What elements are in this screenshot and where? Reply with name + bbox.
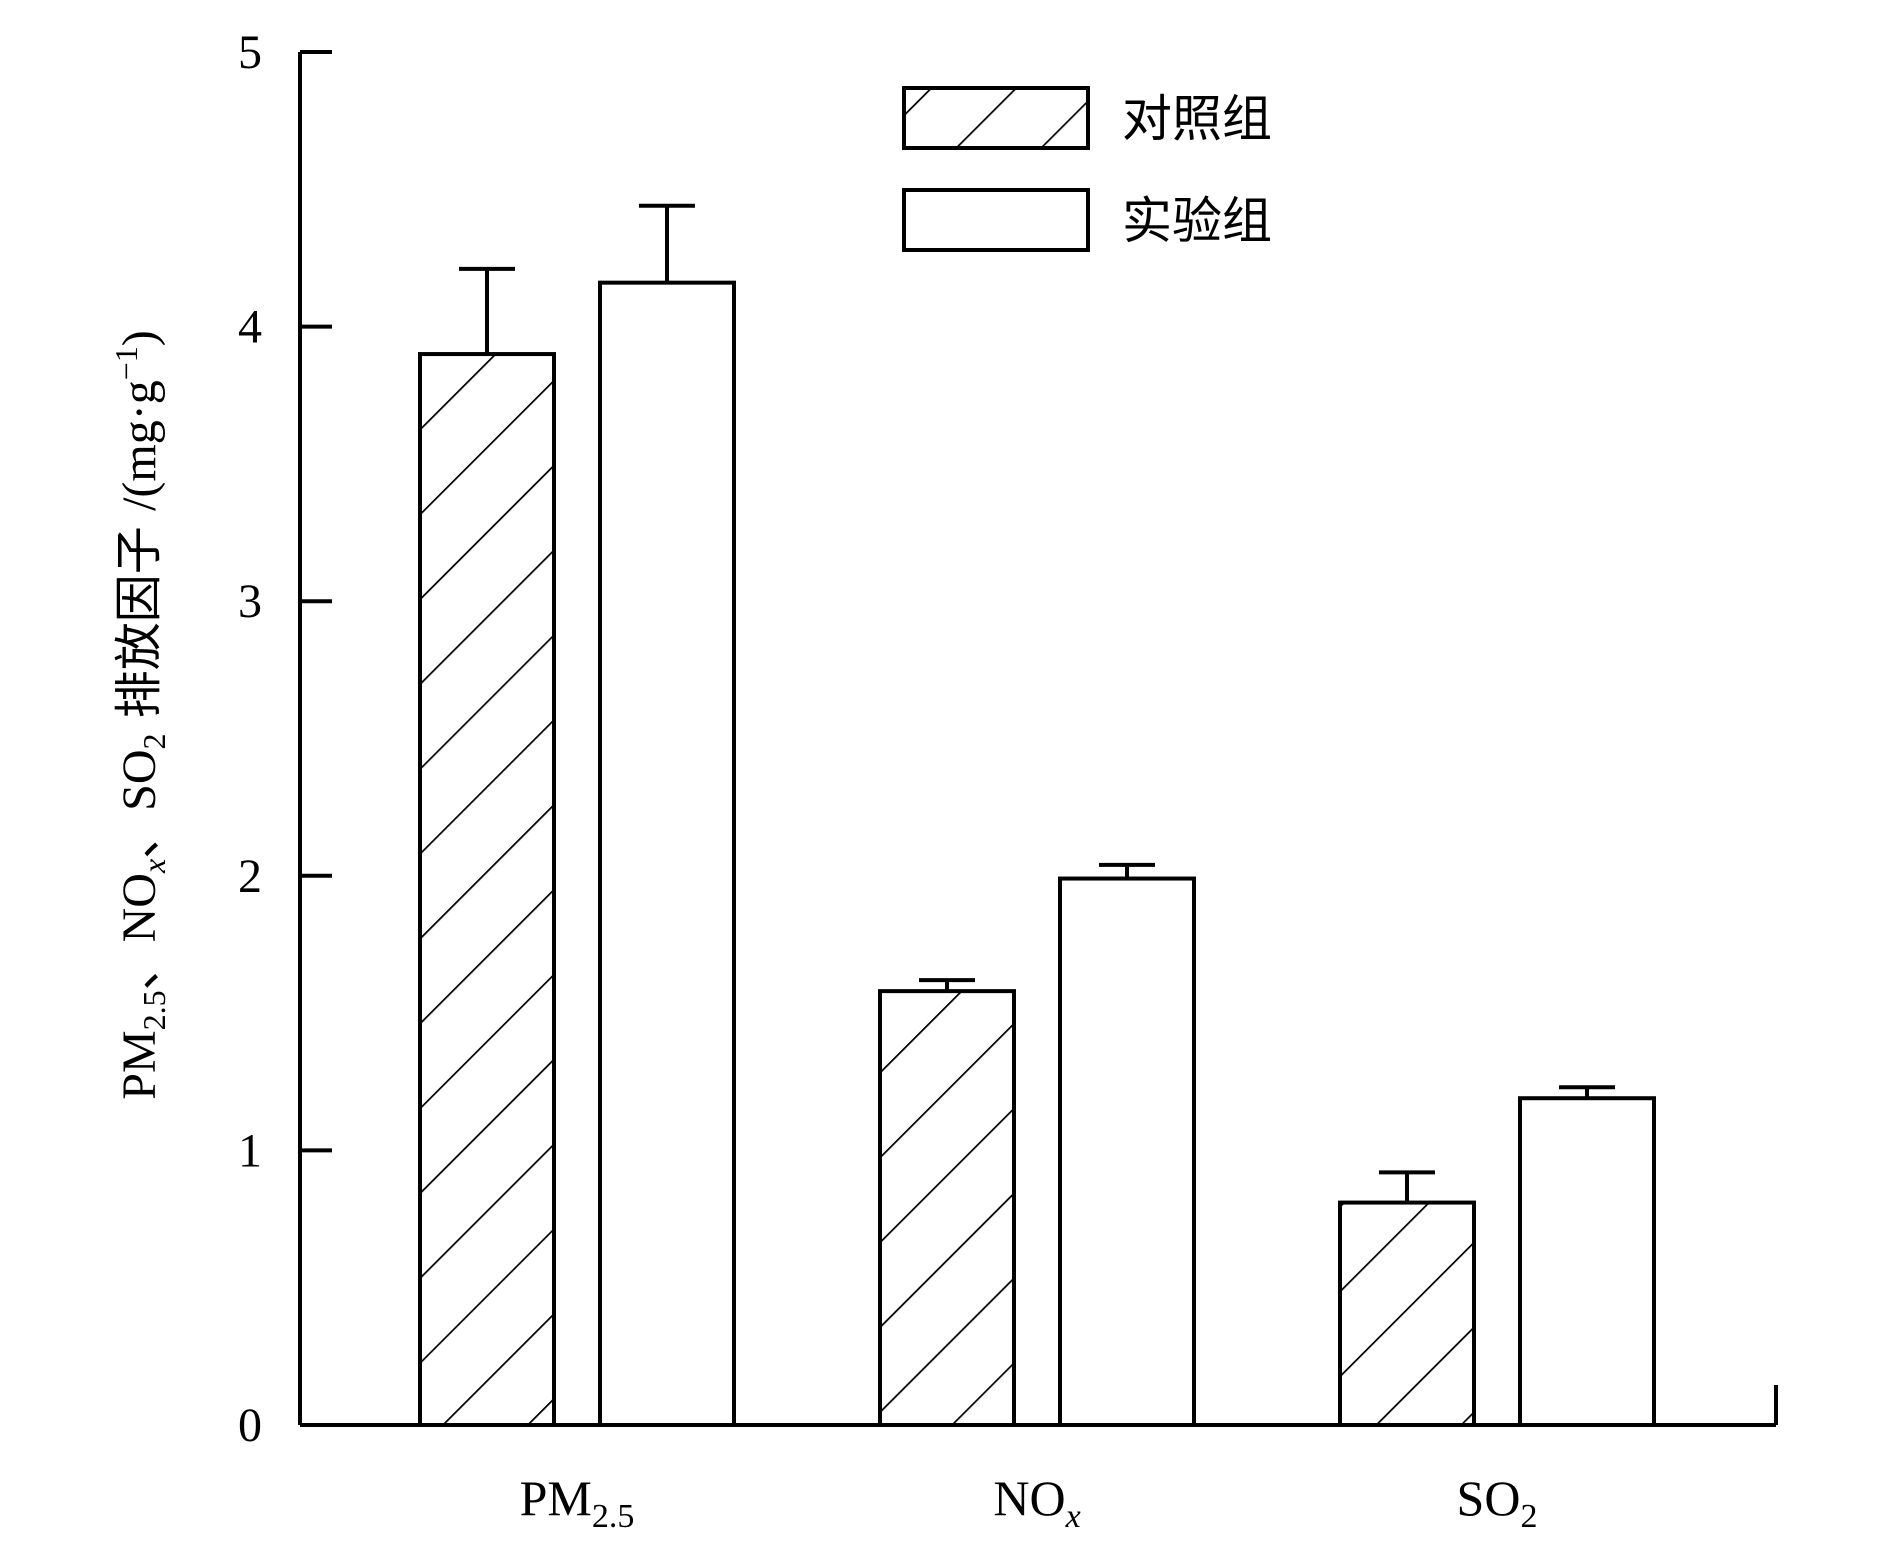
- legend-swatch-control: [902, 86, 1090, 150]
- ylabel-sep2: 、: [111, 811, 167, 859]
- ylabel-pm-sub: 2.5: [136, 990, 172, 1030]
- y-axis-label: PM2.5、NOx、SO2 排放因子 /(mg·g−1): [108, 330, 172, 1100]
- y-tick-label: 3: [238, 575, 262, 628]
- y-tick-label: 5: [238, 26, 262, 79]
- y-tick-label: 0: [238, 1399, 262, 1452]
- bar-experiment: [598, 280, 736, 1428]
- bar-experiment: [1058, 876, 1196, 1427]
- y-ticks: 0 1 2 3 4 5: [238, 26, 332, 1452]
- legend-swatch-experiment: [902, 188, 1090, 252]
- x-tick-label: SO2: [1457, 1470, 1538, 1535]
- y-tick-label: 2: [238, 850, 262, 903]
- ylabel-unit-open: /(mg·g: [113, 380, 166, 511]
- legend-label-experiment: 实验组: [1122, 192, 1272, 250]
- legend: 对照组 实验组: [902, 86, 1272, 252]
- y-tick-label: 1: [238, 1124, 262, 1177]
- ylabel-no: NO: [113, 873, 166, 942]
- x-tick-label: PM2.5: [520, 1470, 635, 1535]
- bar-control: [418, 352, 556, 1427]
- x-tick-labels: PM2.5 NOx SO2: [520, 1470, 1538, 1535]
- ylabel-unit-close: ): [113, 330, 166, 346]
- y-tick-label: 4: [238, 301, 262, 354]
- x-tick-label: NOx: [993, 1470, 1080, 1535]
- ylabel-sep1: 、: [111, 942, 167, 990]
- bar-control: [878, 989, 1016, 1428]
- ylabel-cjk: 排放因子: [111, 511, 167, 734]
- ylabel-unit-sup: −1: [108, 346, 144, 380]
- ylabel-so: SO: [113, 749, 166, 810]
- bar-control: [1338, 1200, 1476, 1427]
- bar-experiment: [1518, 1096, 1656, 1427]
- ylabel-so-sub: 2: [136, 733, 172, 749]
- bars: [418, 203, 1656, 1428]
- ylabel-no-sub: x: [136, 859, 172, 874]
- ylabel-pm: PM: [113, 1030, 166, 1099]
- legend-label-control: 对照组: [1122, 90, 1272, 148]
